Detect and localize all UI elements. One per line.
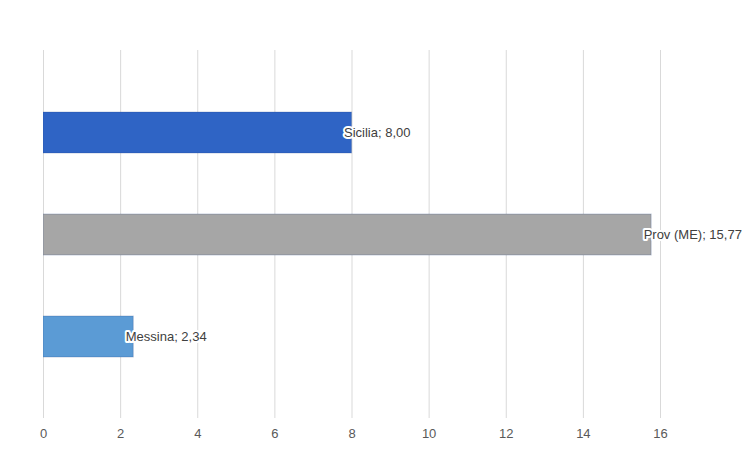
svg-text:Messina; 2,34: Messina; 2,34	[126, 329, 207, 344]
svg-text:12: 12	[499, 426, 513, 441]
svg-text:6: 6	[271, 426, 278, 441]
svg-text:16: 16	[653, 426, 667, 441]
svg-text:8: 8	[348, 426, 355, 441]
svg-text:Prov (ME); 15,77: Prov (ME); 15,77	[644, 227, 742, 242]
svg-text:10: 10	[422, 426, 436, 441]
svg-text:14: 14	[576, 426, 590, 441]
svg-text:Sicilia; 8,00: Sicilia; 8,00	[344, 125, 410, 140]
svg-text:0: 0	[40, 426, 47, 441]
svg-text:4: 4	[194, 426, 201, 441]
svg-text:2: 2	[117, 426, 124, 441]
